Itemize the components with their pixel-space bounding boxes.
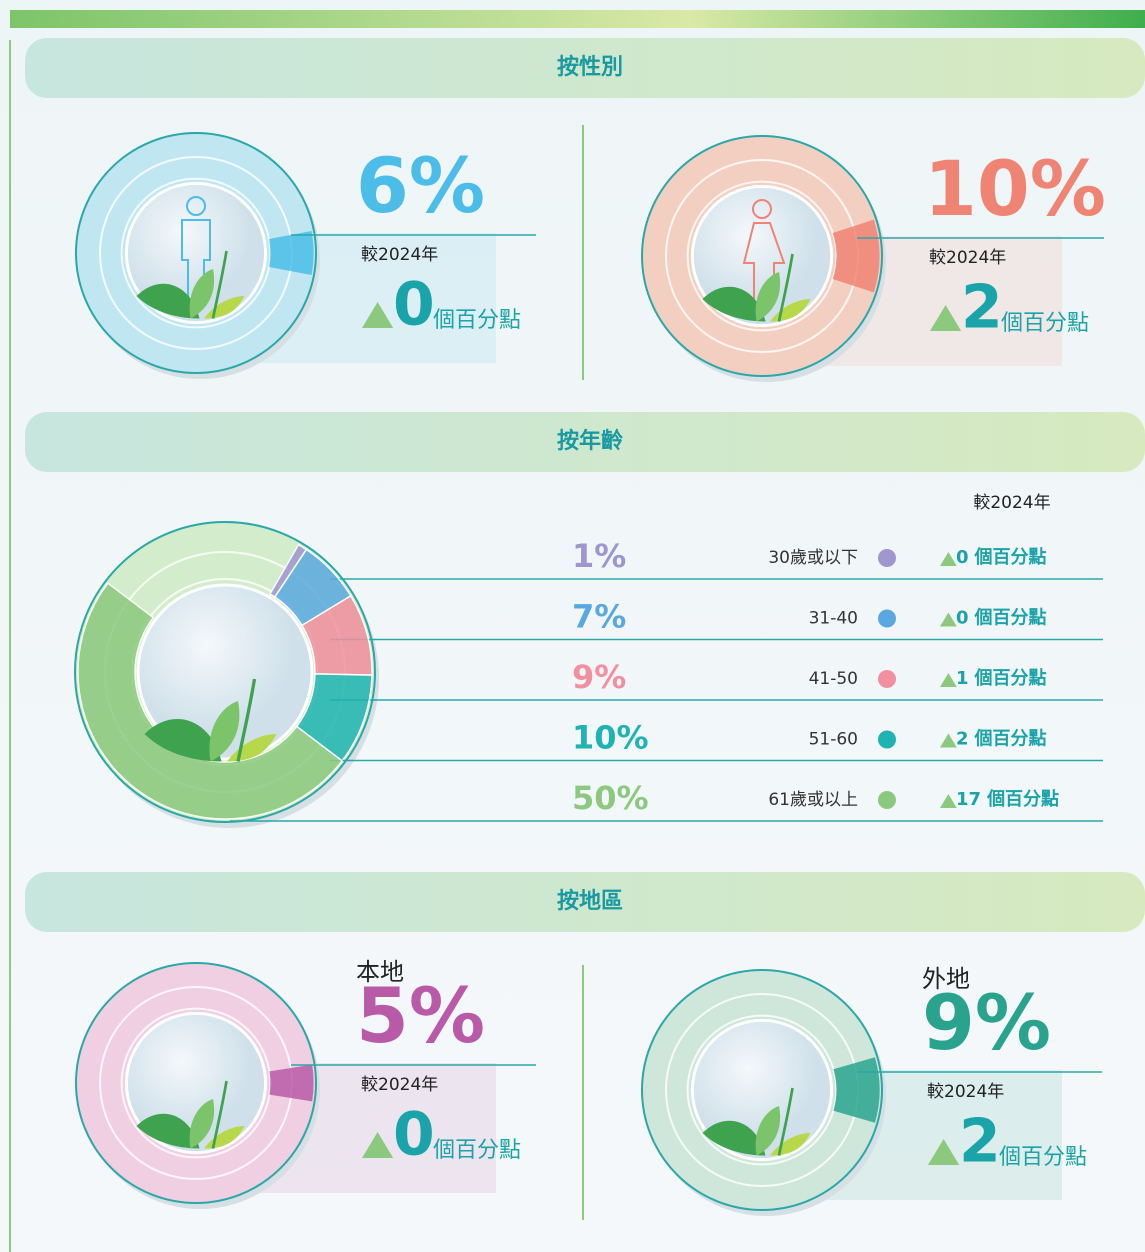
change: 2 <box>956 729 969 750</box>
legend-dot <box>878 670 896 688</box>
change: 0 <box>393 270 435 340</box>
age-percent: 1% <box>572 537 626 575</box>
plant-icon <box>136 1080 245 1149</box>
percent: 5% <box>356 971 485 1060</box>
percent: 6% <box>356 141 485 230</box>
age-percent: 50% <box>572 779 649 817</box>
change-unit: 個百分點 <box>433 308 521 333</box>
leaf <box>189 269 215 319</box>
compare-label: 較2024年 <box>927 1082 1004 1102</box>
stem <box>777 253 794 322</box>
section-title: 按性別 <box>557 54 623 80</box>
leaf <box>209 701 240 762</box>
change: 1 <box>956 668 969 689</box>
section-header <box>25 38 1145 98</box>
up-triangle <box>940 794 957 808</box>
content: 按性別6%較2024年0個百分點10%較2024年2個百分點按年齡較2024年1… <box>25 38 1145 1216</box>
stem <box>777 1087 794 1156</box>
plant-icon <box>136 250 245 319</box>
section-title: 按地區 <box>557 888 623 914</box>
legend-dot <box>878 730 896 749</box>
change-unit: 個百分點 <box>986 789 1059 810</box>
change-unit: 個百分點 <box>974 547 1047 568</box>
age-group: 41-50 <box>809 669 858 689</box>
compare-label: 較2024年 <box>929 248 1006 268</box>
change-unit: 個百分點 <box>974 668 1047 689</box>
change-unit: 個百分點 <box>974 729 1047 750</box>
up-triangle <box>940 612 957 627</box>
section-header <box>25 412 1145 472</box>
section-header <box>25 872 1145 932</box>
change: 2 <box>961 273 1003 343</box>
up-triangle <box>940 733 957 748</box>
up-triangle <box>362 1132 394 1158</box>
value-arc <box>833 1057 880 1123</box>
compare-label: 較2024年 <box>361 245 438 265</box>
region-name: 外地 <box>922 965 970 993</box>
up-triangle <box>940 552 957 566</box>
change-unit: 個百分點 <box>999 1145 1087 1170</box>
age-change: 0 個百分點 <box>956 547 1047 568</box>
age-change: 0 個百分點 <box>956 608 1047 629</box>
age-group: 30歲或以下 <box>768 548 858 568</box>
up-triangle <box>930 305 962 331</box>
percent: 10% <box>924 144 1106 233</box>
head <box>186 196 206 216</box>
leaf <box>136 1113 200 1149</box>
legend-dot <box>878 791 896 809</box>
plant-icon <box>144 678 277 762</box>
change: 0 <box>956 547 969 568</box>
change: 17 <box>956 789 981 810</box>
leaf <box>136 283 200 319</box>
section-title: 按年齡 <box>557 428 623 454</box>
leaf <box>702 1120 766 1156</box>
up-triangle <box>940 673 957 687</box>
percent: 9% <box>922 978 1051 1067</box>
top-bar <box>10 10 1145 28</box>
ring-inner <box>136 583 314 761</box>
age-group: 61歲或以上 <box>768 790 858 810</box>
change: 0 <box>956 608 969 629</box>
up-triangle <box>362 302 394 328</box>
change-unit: 個百分點 <box>974 608 1047 629</box>
change-unit: 個百分點 <box>433 1138 521 1163</box>
stem <box>211 250 228 319</box>
change-unit: 個百分點 <box>1001 311 1089 336</box>
stem <box>236 678 257 762</box>
legend-dot <box>878 609 896 628</box>
age-percent: 10% <box>572 719 649 757</box>
age-percent: 7% <box>572 598 626 636</box>
age-group: 51-60 <box>809 730 858 750</box>
change: 2 <box>959 1107 1001 1177</box>
age-change: 17 個百分點 <box>956 789 1059 810</box>
leaf <box>702 286 766 322</box>
compare-label: 較2024年 <box>361 1075 438 1095</box>
value-arc <box>269 230 314 276</box>
leaf <box>144 719 222 762</box>
stem <box>211 1080 228 1149</box>
plant-icon <box>702 253 811 322</box>
legend-dot <box>878 549 896 567</box>
leaf <box>755 1106 781 1156</box>
plant-icon <box>702 1087 811 1156</box>
leaf <box>189 1099 215 1149</box>
value-arc <box>269 1064 314 1102</box>
age-change: 2 個百分點 <box>956 729 1047 750</box>
head <box>752 199 772 219</box>
age-group: 31-40 <box>809 609 858 629</box>
age-percent: 9% <box>572 658 626 696</box>
up-triangle <box>928 1139 960 1165</box>
change: 0 <box>393 1100 435 1170</box>
leaf <box>755 272 781 322</box>
compare-label: 較2024年 <box>973 493 1050 513</box>
age-change: 1 個百分點 <box>956 668 1047 689</box>
region-name: 本地 <box>356 958 404 986</box>
